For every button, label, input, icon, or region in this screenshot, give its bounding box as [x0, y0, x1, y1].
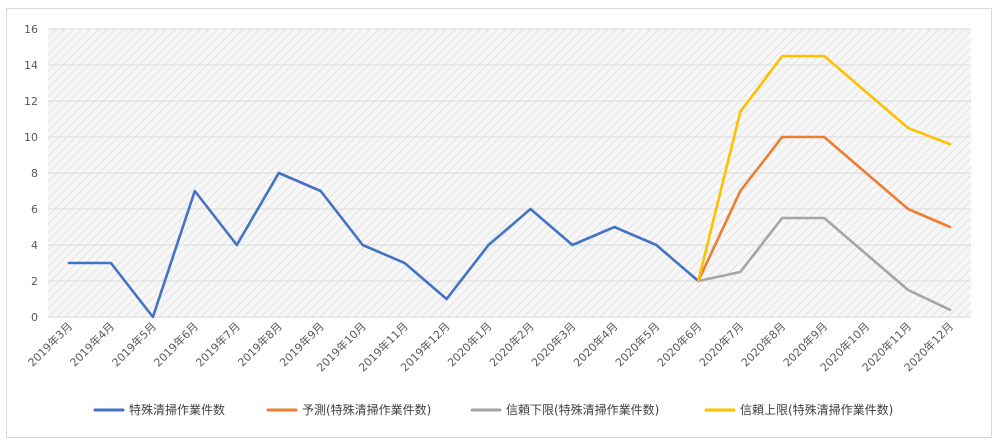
y-tick-label: 10 — [24, 131, 38, 144]
x-tick-label: 2020年4月 — [570, 319, 620, 369]
x-tick-label: 2020年2月 — [486, 319, 536, 369]
series-line-2 — [696, 135, 952, 283]
x-tick-label: 2019年4月 — [67, 319, 117, 369]
y-tick-label: 4 — [31, 239, 38, 252]
series-line-3 — [696, 216, 952, 312]
y-tick-label: 14 — [24, 59, 38, 72]
x-tick-label: 2019年8月 — [235, 319, 285, 369]
y-tick-label: 2 — [31, 275, 38, 288]
series-lines — [67, 54, 952, 319]
y-tick-label: 8 — [31, 167, 38, 180]
x-tick-label: 2019年6月 — [151, 319, 201, 369]
x-tick-label: 2019年5月 — [109, 319, 159, 369]
x-tick-label: 2020年5月 — [612, 319, 662, 369]
x-tick-label: 2019年3月 — [25, 319, 75, 369]
x-axis-ticks: 2019年3月2019年4月2019年5月2019年6月2019年7月2019年… — [25, 319, 956, 374]
series-line-4 — [696, 54, 952, 283]
y-tick-label: 16 — [24, 23, 38, 36]
y-tick-label: 12 — [24, 95, 38, 108]
legend-label-1: 特殊清掃作業件数 — [129, 402, 225, 417]
legend: 特殊清掃作業件数 予測(特殊清掃作業件数) 信頼下限(特殊清掃作業件数) 信頼上限(特… — [93, 402, 893, 417]
x-tick-label: 2020年3月 — [528, 319, 578, 369]
y-axis-ticks: 0 2 4 6 8 10 12 14 16 — [24, 23, 38, 324]
legend-label-3: 信頼下限(特殊清掃作業件数) — [506, 402, 659, 417]
x-tick-label: 2020年7月 — [696, 319, 746, 369]
legend-label-4: 信頼上限(特殊清掃作業件数) — [740, 402, 893, 417]
x-tick-label: 2019年7月 — [193, 319, 243, 369]
y-tick-label: 6 — [31, 203, 38, 216]
legend-label-2: 予測(特殊清掃作業件数) — [302, 402, 431, 417]
x-tick-label: 2020年1月 — [444, 319, 494, 369]
x-tick-label: 2020年6月 — [654, 319, 704, 369]
x-tick-label: 2020年8月 — [738, 319, 788, 369]
series-line-1 — [67, 171, 700, 319]
y-tick-label: 0 — [31, 311, 38, 324]
